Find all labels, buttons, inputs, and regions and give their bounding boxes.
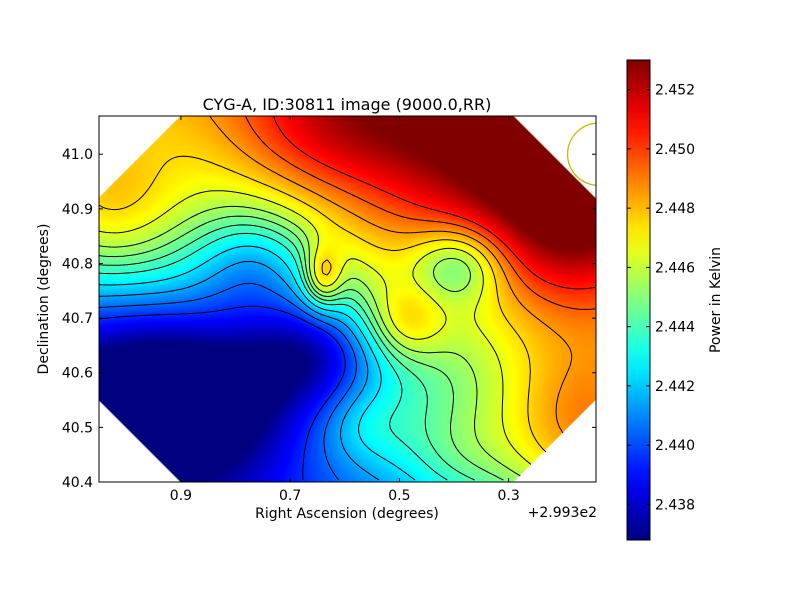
colorbar-tick-label: 2.450 [655, 142, 695, 158]
contour-line [99, 261, 380, 481]
contour-line [99, 224, 475, 481]
y-tick-label: 40.6 [62, 366, 93, 382]
chart-title: CYG-A, ID:30811 image (9000.0,RR) [203, 95, 492, 114]
x-tick-label: 0.3 [497, 488, 519, 504]
axes-frame [98, 115, 597, 483]
colorbar-label: Power in Kelvin [708, 247, 724, 353]
x-axis-label: Right Ascension (degrees) [255, 506, 439, 522]
colorbar-tick-label: 2.442 [655, 379, 695, 395]
colorbar-tick-label: 2.444 [655, 320, 695, 336]
contour-line [99, 232, 448, 481]
y-tick-label: 40.9 [62, 202, 93, 218]
colorbar-tick-label: 2.452 [655, 83, 695, 99]
colorbar-tick-label: 2.438 [655, 497, 695, 513]
contour-line [99, 245, 416, 481]
x-axis: 0.9 0.7 0.5 0.3 [170, 116, 520, 504]
contour-line [99, 282, 357, 481]
colorbar-tick-label: 2.446 [655, 260, 695, 276]
x-tick-label: 0.9 [170, 488, 192, 504]
heatmap-image [99, 116, 596, 482]
contour-line [99, 215, 504, 481]
y-tick-label: 40.5 [62, 420, 93, 436]
contour-line [99, 205, 521, 477]
y-tick-label: 41.0 [62, 147, 93, 163]
x-tick-label: 0.7 [279, 488, 301, 504]
beam-circle [566, 122, 596, 186]
contour-line [209, 116, 573, 434]
colorbar-tick-label: 2.440 [655, 438, 695, 454]
plot-area [99, 116, 596, 482]
contour-line [244, 116, 596, 310]
y-axis-label: Declination (degrees) [36, 224, 52, 375]
y-tick-label: 40.7 [62, 311, 93, 327]
y-tick-label: 40.4 [62, 475, 93, 491]
colorbar-ticks: 2.438 2.440 2.442 2.444 2.446 2.448 2.450 2.452 [627, 83, 695, 513]
contour-lines [99, 116, 596, 481]
colorbar [626, 59, 651, 541]
x-offset-label: +2.993e2 [528, 505, 597, 521]
contour-line [99, 305, 346, 480]
contour-line [99, 190, 532, 465]
contour-line [99, 155, 547, 453]
y-axis: 40.4 40.5 40.6 40.7 40.8 40.9 41.0 [62, 147, 596, 491]
colorbar-tick-label: 2.448 [655, 201, 695, 217]
contour-line [273, 116, 596, 290]
x-tick-label: 0.5 [388, 488, 410, 504]
y-tick-label: 40.8 [62, 256, 93, 272]
